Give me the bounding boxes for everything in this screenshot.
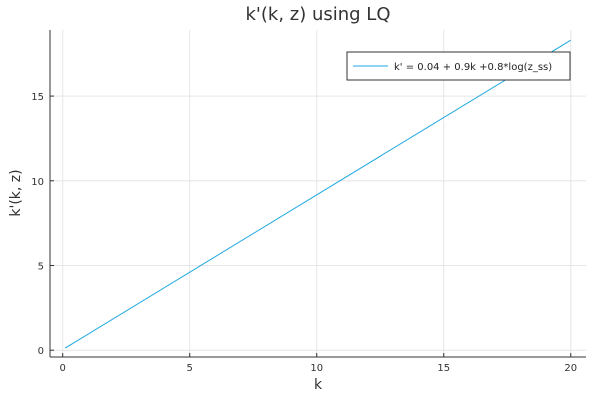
series-line-0 [64,39,572,349]
x-tick-label: 5 [187,363,193,374]
y-tick-label: 15 [31,92,44,103]
y-tick-label: 10 [31,177,44,188]
x-tick-label: 20 [564,363,577,374]
axes [49,30,586,358]
y-tick-label: 0 [38,346,44,357]
legend: k' = 0.04 + 0.9k +0.8*log(z_ss) [346,51,571,81]
series-group [64,39,572,349]
y-ticks: 0 5 10 15 [31,92,54,357]
x-ticks: 0 5 10 15 20 [60,353,577,374]
y-axis-label: k'(k, z) [8,169,24,216]
chart-title: k'(k, z) using LQ [246,4,391,25]
x-tick-label: 0 [60,363,66,374]
y-tick-label: 5 [38,262,44,273]
x-tick-label: 15 [437,363,450,374]
legend-entry-label: k' = 0.04 + 0.9k +0.8*log(z_ss) [394,62,552,73]
x-tick-label: 10 [310,363,323,374]
grid [50,30,586,357]
x-axis-label: k [314,377,323,393]
